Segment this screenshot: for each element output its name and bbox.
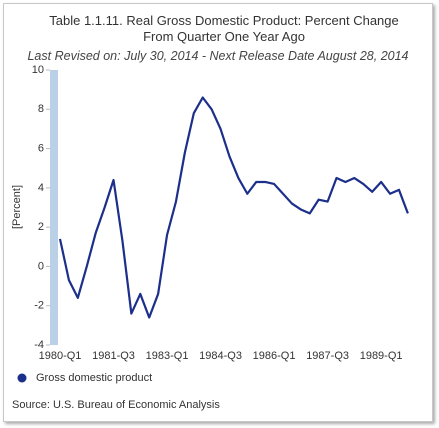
x-tick-label: 1981-Q3 [92,350,135,362]
x-tick-label: 1986-Q1 [253,350,296,362]
chart-title: Table 1.1.11. Real Gross Domestic Produc… [49,13,399,44]
x-tick-label: 1980-Q1 [39,350,82,362]
x-tick-label: 1987-Q3 [306,350,349,362]
y-tick-label: -4 [34,339,44,351]
y-tick-label: 6 [38,142,44,154]
y-tick-label: 10 [32,64,44,76]
x-tick-label: 1983-Q1 [146,350,189,362]
x-tick-label: 1989-Q1 [360,350,403,362]
legend-label: Gross domestic product [36,372,152,384]
y-axis-label: [Percent] [11,185,23,229]
y-tick-label: -2 [34,300,44,312]
source: Source: U.S. Bureau of Economic Analysis [12,399,220,411]
chart-frame: Table 1.1.11. Real Gross Domestic Produc… [3,3,433,422]
y-tick-label: 4 [38,182,44,194]
y-tick-label: 0 [38,260,44,272]
data-line [58,96,409,319]
axis-band [50,70,58,345]
y-tick-label: 8 [38,103,44,115]
chart-subtitle: Last Revised on: July 30, 2014 - Next Re… [27,49,409,63]
y-tick-label: 2 [38,221,44,233]
x-tick-label: 1984-Q3 [199,350,242,362]
legend-marker [17,373,27,383]
